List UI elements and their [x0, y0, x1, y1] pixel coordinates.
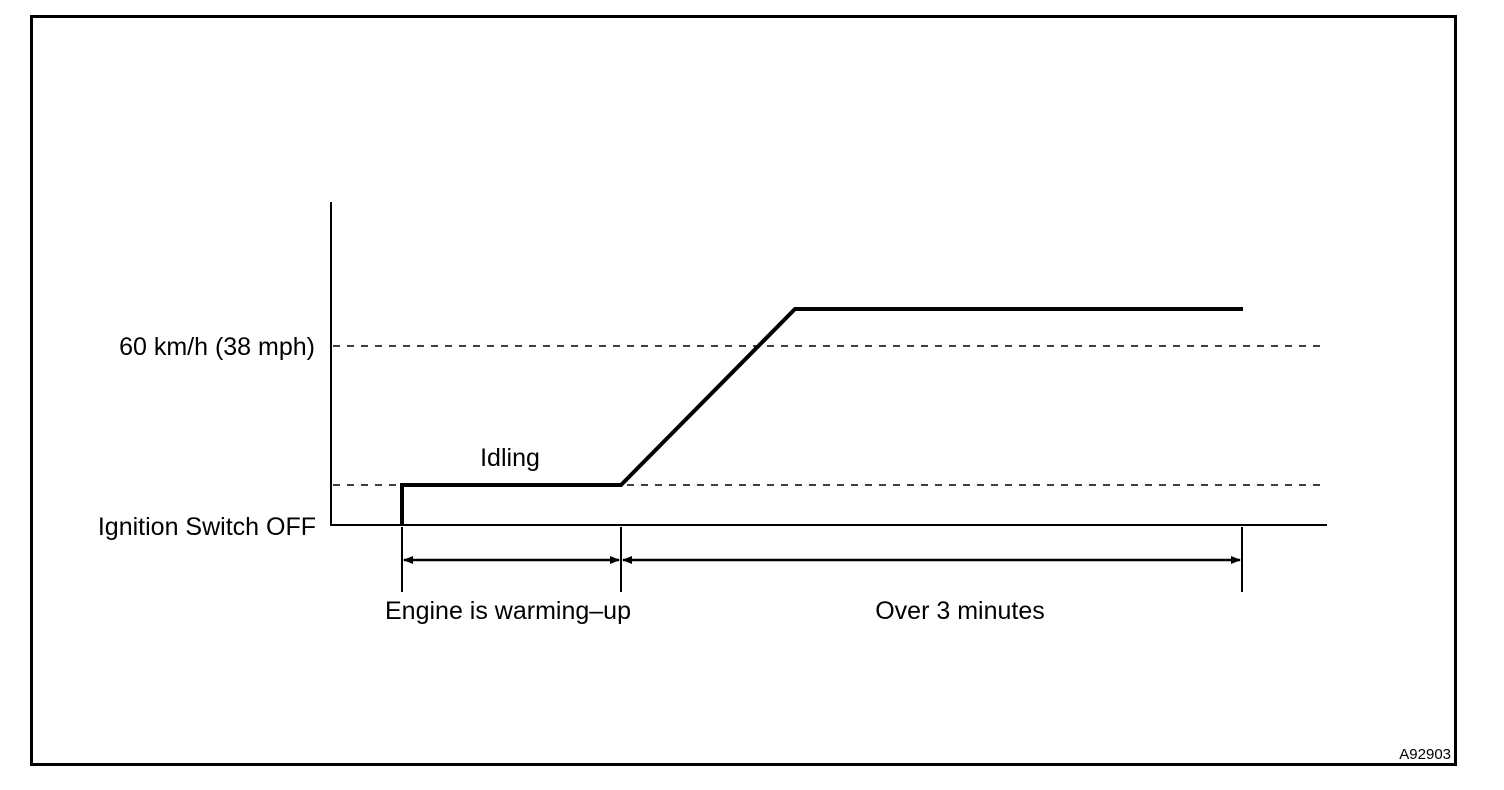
speed-level-label: 60 km/h (38 mph) [119, 333, 315, 361]
figure-reference-code: A92903 [1399, 746, 1451, 763]
drive-period-label: Over 3 minutes [875, 597, 1045, 625]
diagram-frame [30, 15, 1457, 766]
speed-profile-line [400, 307, 1243, 525]
idling-label: Idling [480, 444, 540, 472]
ignition-off-label: Ignition Switch OFF [98, 513, 316, 541]
warm-up-period-label: Engine is warming–up [385, 597, 631, 625]
